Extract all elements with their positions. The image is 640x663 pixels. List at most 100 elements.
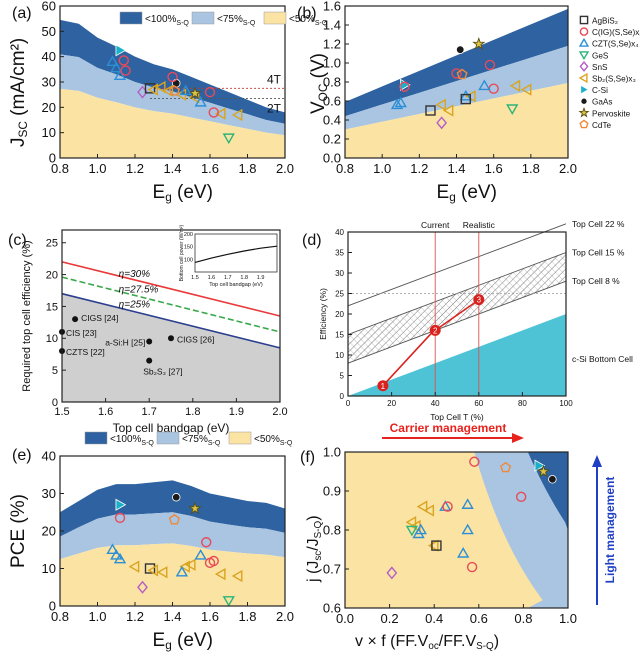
series-line [347,280,567,364]
data-point [194,549,207,560]
y-tick-label: 25 [46,238,58,250]
x-tick-label: 1.2 [126,161,144,176]
x-tick-label: 2.0 [276,161,294,176]
y-tick-label: 1.0 [323,445,341,460]
inset-x-tick-label: 1.9 [257,275,265,281]
series-label: η=27.5% [119,284,159,295]
legend-label: AgBiS₂ [592,17,618,26]
data-point [509,79,521,92]
series-line [61,276,281,333]
y-tick-label: 30 [42,75,56,90]
y-tick-label: 50 [42,24,56,39]
series-label: Top Cell 8 % [572,276,620,286]
inset-x-tick-label: 1.8 [240,275,248,281]
y-tick-label: 5 [340,371,345,380]
data-point [469,456,480,467]
band-50 [60,88,285,158]
ref-line-label: 4T [267,72,282,86]
vline-label: Realistic [463,220,496,230]
panel-b: 0.8 1.0 1.2 1.4 1.6 1.8 2.0 0.0 0.2 0.4 0.6 0.8 1.0 1… [297,0,577,204]
data-point [466,561,478,573]
y-tick-label: 40 [335,228,344,237]
legend-label: Pervoskite [592,109,631,118]
legend-label: <50%S-Q [289,14,328,27]
light-arrowhead [592,455,602,467]
data-point [184,558,196,571]
x-axis-label: Top Cell T (%) [430,412,484,422]
y-tick-label: 30 [335,269,344,278]
point-label: a-Si:H [25] [105,337,145,347]
data-point [128,560,140,573]
y-tick-label: 10 [335,351,344,360]
legend-marker [578,37,590,47]
data-point [168,513,180,525]
data-point [115,498,127,511]
x-tick-label: 1.2 [410,161,428,176]
data-point [500,461,512,473]
y-axis-label: JSC (mA/cm²) [8,38,30,147]
x-tick-label: 0.8 [336,161,354,176]
x-tick-label: 1.5 [54,406,69,418]
legend-marker [579,27,589,36]
carrier-arrowhead [512,433,524,443]
legend-swatch [263,11,287,25]
y-tick-label: 20 [46,269,58,281]
legend-label: GaAs [592,98,612,107]
legend-label: <75%S-Q [217,14,256,27]
data-point [168,85,180,96]
legend-label: <100%S-Q [145,14,189,27]
legend-label: Sb₂(S,Se)x₃ [592,75,636,84]
data-point [455,45,465,54]
legend-marker [580,97,588,105]
y-tick-label: 60 [42,0,56,14]
x-tick-label: 0.8 [51,609,69,624]
data-point [113,69,127,80]
x-tick-label: 1.0 [88,609,106,624]
panel-e: 0.8 1.0 1.2 1.4 1.6 1.8 2.0 0 10 20 30 40 (e) <100%S-… [8,431,294,652]
vline-label: Current [421,220,450,230]
x-tick-label: 2.0 [276,609,294,624]
x-tick-label: 1.0 [88,161,106,176]
data-point [390,98,404,110]
y-tick-label: 0 [49,151,56,166]
ref-line-label: 2T [267,101,282,115]
y-tick-label: 1.2 [323,37,341,52]
x-tick-label: 1.7 [142,406,157,418]
legend-label: C-Si [592,86,608,95]
series-line [61,292,281,349]
y-axis-label: j (Jsc/JS-Q) [305,515,324,583]
data-point [461,523,474,535]
y-tick-label: 30 [42,486,56,501]
step-arrow [382,332,432,387]
panel-label: (d) [302,232,322,249]
y-tick-label: 1.4 [323,18,341,33]
data-point [399,81,410,92]
data-point [146,338,153,345]
y-tick-label: 1.6 [323,0,341,14]
carrier-label: Carrier management [390,421,507,435]
point-label: CZTS [22] [66,347,105,357]
data-point [515,491,527,503]
inset-y-tick-label: 150 [184,245,193,251]
y-axis-label: PCE (%) [8,494,29,568]
data-point [456,68,468,80]
data-point [484,59,496,71]
data-point [106,543,119,555]
legend-label: <100%S-Q [110,434,154,447]
y-tick-label: 0.6 [323,94,341,109]
x-axis-label: Eg (eV) [437,182,497,204]
band-100 [60,480,285,537]
legend-marker [578,51,590,61]
point-label: CIS [23] [66,328,97,338]
x-tick-label: 2.0 [559,161,577,176]
y-tick-label: 25 [335,289,344,298]
data-point [188,86,202,100]
x-tick-label: 1.4 [447,161,465,176]
data-point [386,566,398,580]
band-50 [345,82,568,158]
data-point [431,540,442,551]
y-tick-label: 40 [42,449,56,464]
inset-y-tick-label: 100 [184,257,193,263]
y-tick-label: 10 [46,333,58,345]
data-point [106,55,119,67]
